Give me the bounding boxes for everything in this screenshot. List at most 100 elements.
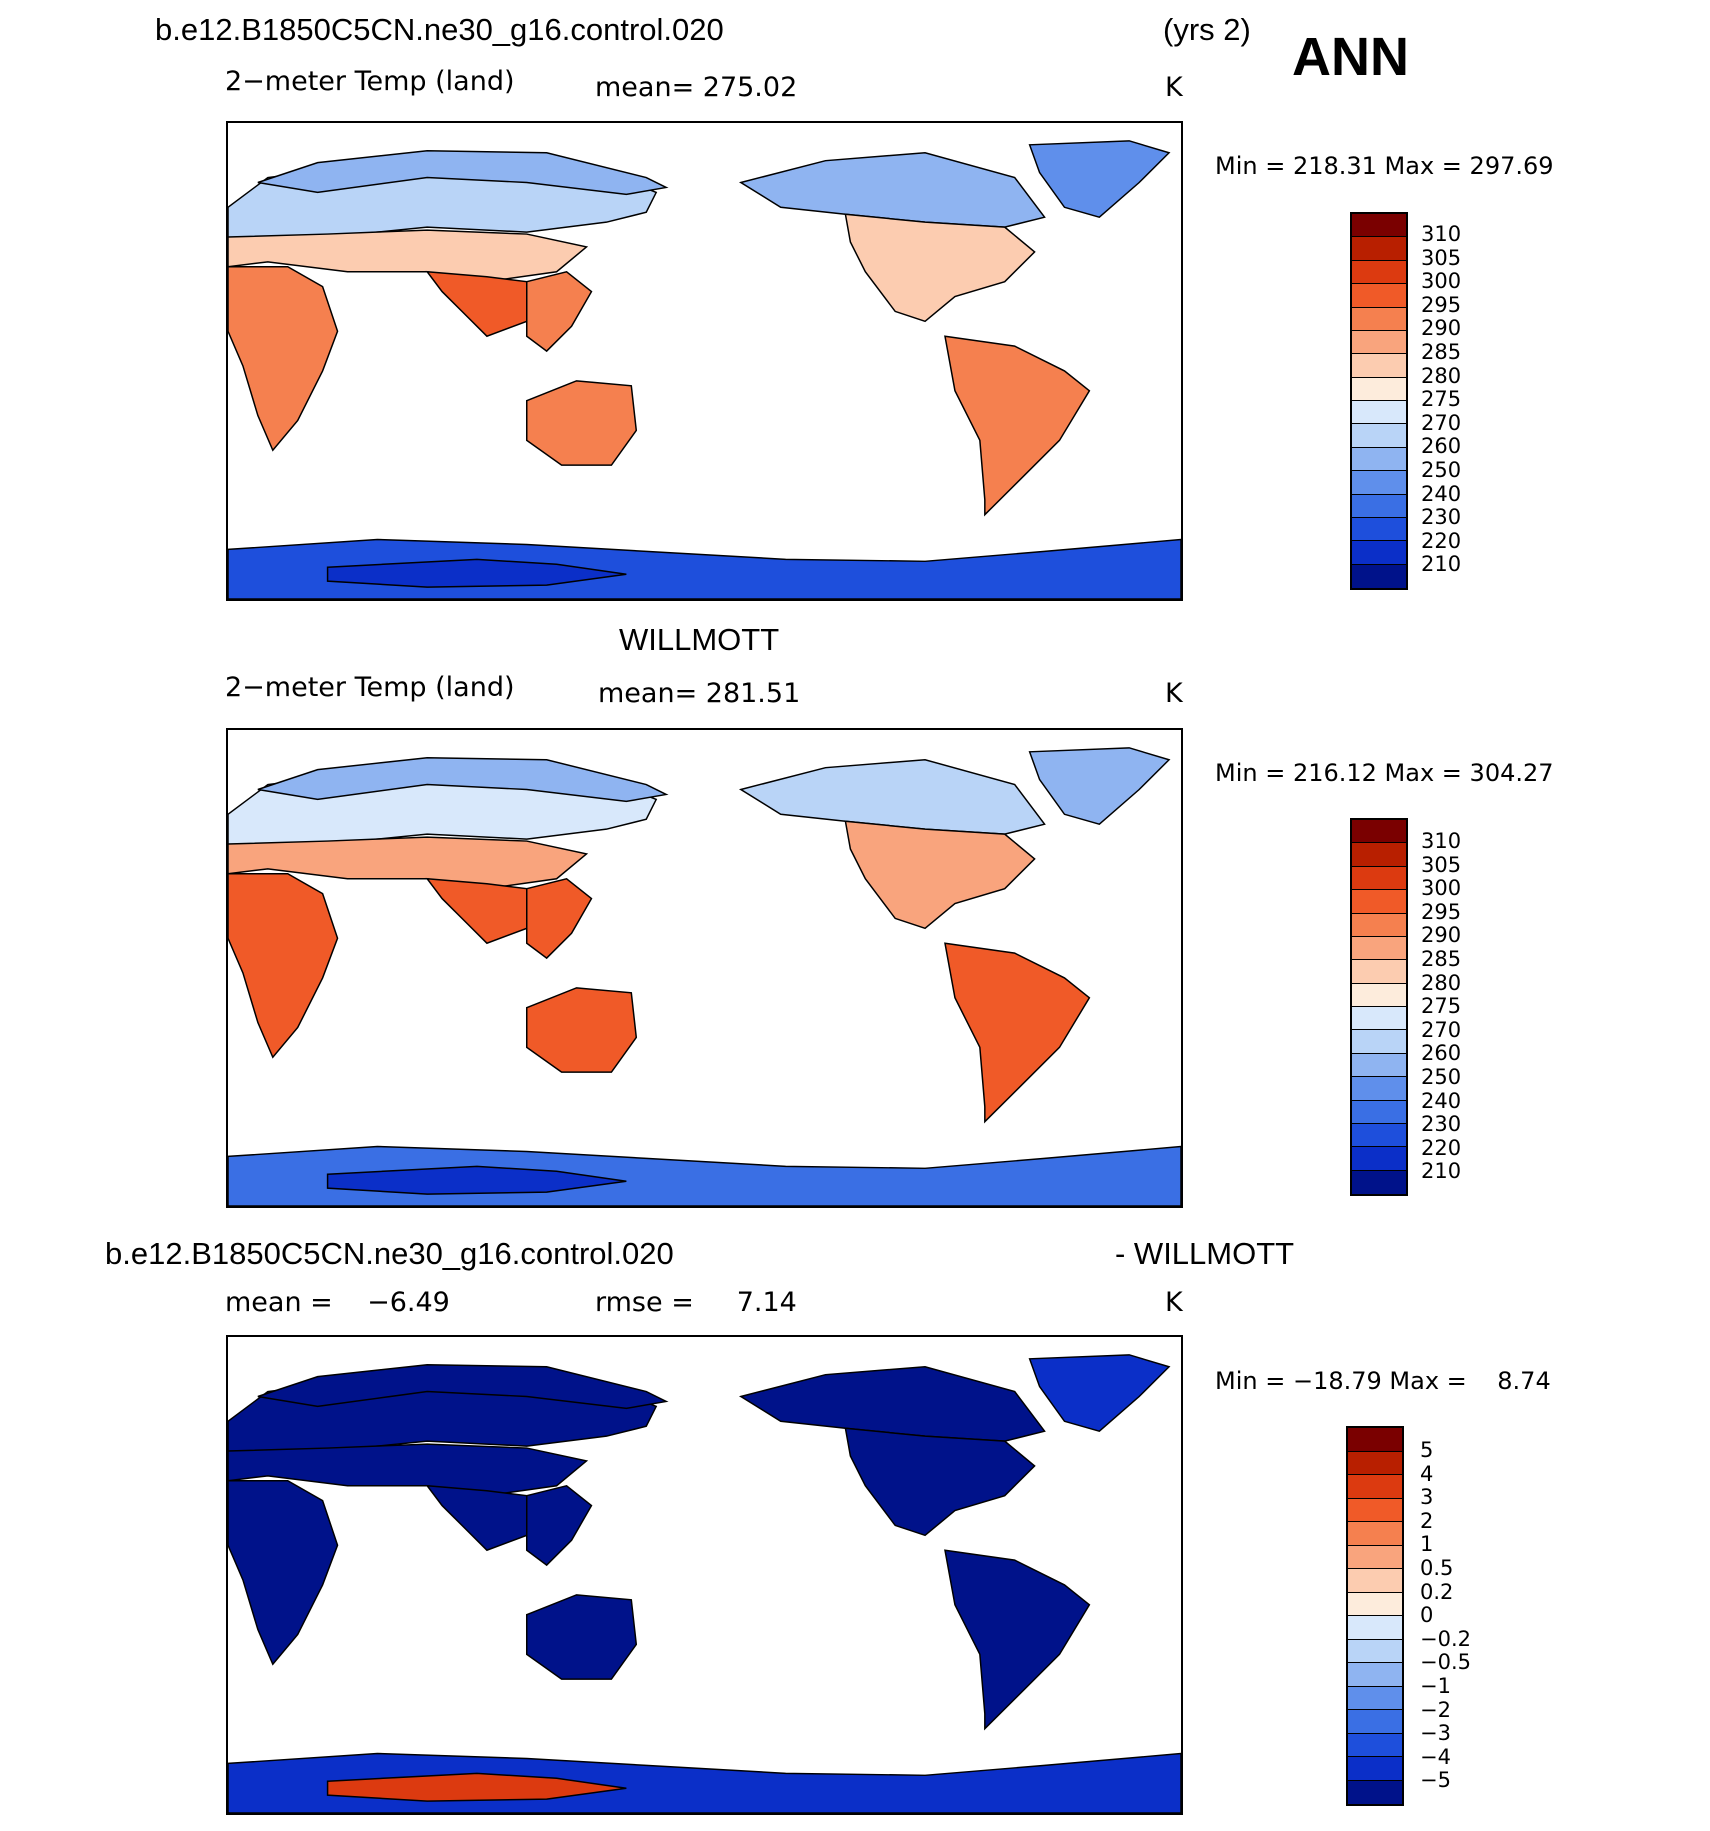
panel3-colorbar xyxy=(1346,1426,1404,1806)
panel1-variable: 2−meter Temp (land) xyxy=(225,66,515,97)
colorbar-tick-label: 2 xyxy=(1420,1508,1434,1533)
colorbar-tick-label: −2 xyxy=(1420,1697,1451,1722)
colorbar-box xyxy=(1352,960,1406,984)
region-s-america xyxy=(944,1549,1091,1731)
colorbar-tick-label: 280 xyxy=(1421,363,1462,388)
colorbar-box xyxy=(1352,494,1406,518)
colorbar-tick-label: 250 xyxy=(1421,1065,1462,1089)
panel1-units: K xyxy=(1165,72,1183,103)
colorbar-box xyxy=(1348,1498,1402,1522)
colorbar-tick-label: −4 xyxy=(1420,1744,1451,1769)
region-na-north xyxy=(738,151,1046,228)
colorbar-tick-label: 270 xyxy=(1421,1017,1462,1042)
colorbar-tick-label: 285 xyxy=(1421,340,1462,364)
region-africa xyxy=(228,873,339,1059)
colorbar-box xyxy=(1352,237,1406,261)
colorbar-tick-label: 0.5 xyxy=(1420,1556,1454,1580)
colorbar-box xyxy=(1348,1592,1402,1616)
panel2-colorbar xyxy=(1350,818,1408,1196)
colorbar-tick-label: 280 xyxy=(1421,970,1462,995)
region-na-north xyxy=(738,758,1046,835)
region-antarctic-deep xyxy=(326,1772,627,1802)
colorbar-tick-label: 210 xyxy=(1421,1159,1462,1184)
colorbar-box xyxy=(1352,890,1406,914)
colorbar-tick-label: 220 xyxy=(1421,1135,1462,1160)
region-tropics xyxy=(525,1484,593,1567)
colorbar-box xyxy=(1348,1451,1402,1475)
colorbar-tick-label: 310 xyxy=(1421,222,1462,246)
colorbar-box xyxy=(1348,1639,1402,1663)
colorbar-tick-label: −1 xyxy=(1420,1674,1451,1698)
region-s-america xyxy=(944,942,1091,1124)
colorbar-tick-label: 275 xyxy=(1421,994,1462,1019)
colorbar-box xyxy=(1348,1757,1402,1781)
years-label: (yrs 2) xyxy=(1163,12,1251,47)
colorbar-tick-label: 1 xyxy=(1420,1532,1434,1557)
region-arctic xyxy=(257,150,669,196)
colorbar-box xyxy=(1352,401,1406,425)
colorbar-box xyxy=(1352,936,1406,961)
colorbar-tick-label: 250 xyxy=(1421,458,1462,482)
panel3-minmax: Min = −18.79 Max = 8.74 xyxy=(1215,1367,1551,1395)
region-australia xyxy=(525,1594,638,1680)
colorbar-tick-label: 210 xyxy=(1421,552,1462,577)
colorbar-tick-label: 0 xyxy=(1420,1603,1434,1628)
colorbar-tick-label: 0.2 xyxy=(1420,1579,1454,1604)
region-midlat xyxy=(228,1443,589,1497)
colorbar-box xyxy=(1348,1616,1402,1640)
colorbar-box xyxy=(1352,913,1406,937)
panel3-title-right: - WILLMOTT xyxy=(1115,1236,1295,1271)
region-midlat xyxy=(228,836,589,890)
colorbar-box xyxy=(1352,820,1406,844)
colorbar-box xyxy=(1348,1710,1402,1734)
colorbar-box xyxy=(1352,1030,1406,1054)
panel1-map xyxy=(226,121,1183,601)
region-s-america xyxy=(944,335,1091,517)
colorbar-tick-label: 310 xyxy=(1421,829,1462,853)
region-na-north xyxy=(738,1365,1046,1442)
colorbar-box xyxy=(1352,330,1406,355)
region-na-south xyxy=(844,820,1036,930)
region-na-south xyxy=(844,1427,1036,1537)
colorbar-box xyxy=(1352,1100,1406,1124)
colorbar-box xyxy=(1352,1123,1406,1148)
colorbar-box xyxy=(1348,1733,1402,1757)
panel3-map xyxy=(226,1335,1183,1815)
colorbar-box xyxy=(1352,843,1406,867)
colorbar-box xyxy=(1352,214,1406,238)
colorbar-tick-label: 4 xyxy=(1420,1461,1434,1486)
region-tropics xyxy=(525,877,593,960)
colorbar-tick-label: 260 xyxy=(1421,434,1462,459)
region-africa xyxy=(228,266,339,452)
colorbar-box xyxy=(1352,564,1406,588)
region-greenland xyxy=(1028,1354,1171,1433)
colorbar-box xyxy=(1352,541,1406,565)
region-midlat xyxy=(228,229,589,283)
colorbar-tick-label: 300 xyxy=(1421,269,1462,294)
colorbar-tick-label: 305 xyxy=(1421,852,1462,877)
colorbar-tick-label: 270 xyxy=(1421,410,1462,435)
colorbar-box xyxy=(1352,377,1406,401)
panel3-rmse: rmse = 7.14 xyxy=(595,1287,797,1318)
colorbar-tick-label: −3 xyxy=(1420,1721,1451,1746)
colorbar-tick-label: −0.2 xyxy=(1420,1626,1471,1651)
colorbar-tick-label: 305 xyxy=(1421,245,1462,270)
colorbar-box xyxy=(1352,1147,1406,1171)
colorbar-box xyxy=(1352,424,1406,448)
region-antarctic-deep xyxy=(326,1165,627,1195)
colorbar-tick-label: 295 xyxy=(1421,292,1462,317)
colorbar-tick-label: −5 xyxy=(1420,1768,1451,1793)
region-arctic xyxy=(257,757,669,803)
panel1-mean: mean= 275.02 xyxy=(595,72,798,103)
colorbar-tick-label: 275 xyxy=(1421,387,1462,412)
colorbar-box xyxy=(1352,517,1406,542)
colorbar-box xyxy=(1352,307,1406,331)
panel2-map xyxy=(226,728,1183,1208)
region-na-south xyxy=(844,213,1036,323)
colorbar-tick-label: −0.5 xyxy=(1420,1650,1471,1675)
region-australia xyxy=(525,987,638,1073)
colorbar-tick-label: 220 xyxy=(1421,528,1462,553)
panel2-mean: mean= 281.51 xyxy=(598,678,801,709)
panel3-mean: mean = −6.49 xyxy=(225,1287,450,1318)
region-tropics xyxy=(525,270,593,353)
